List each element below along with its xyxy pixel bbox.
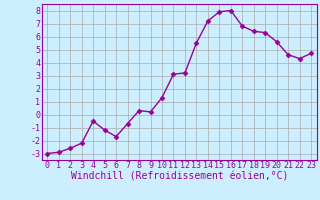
X-axis label: Windchill (Refroidissement éolien,°C): Windchill (Refroidissement éolien,°C) bbox=[70, 172, 288, 182]
